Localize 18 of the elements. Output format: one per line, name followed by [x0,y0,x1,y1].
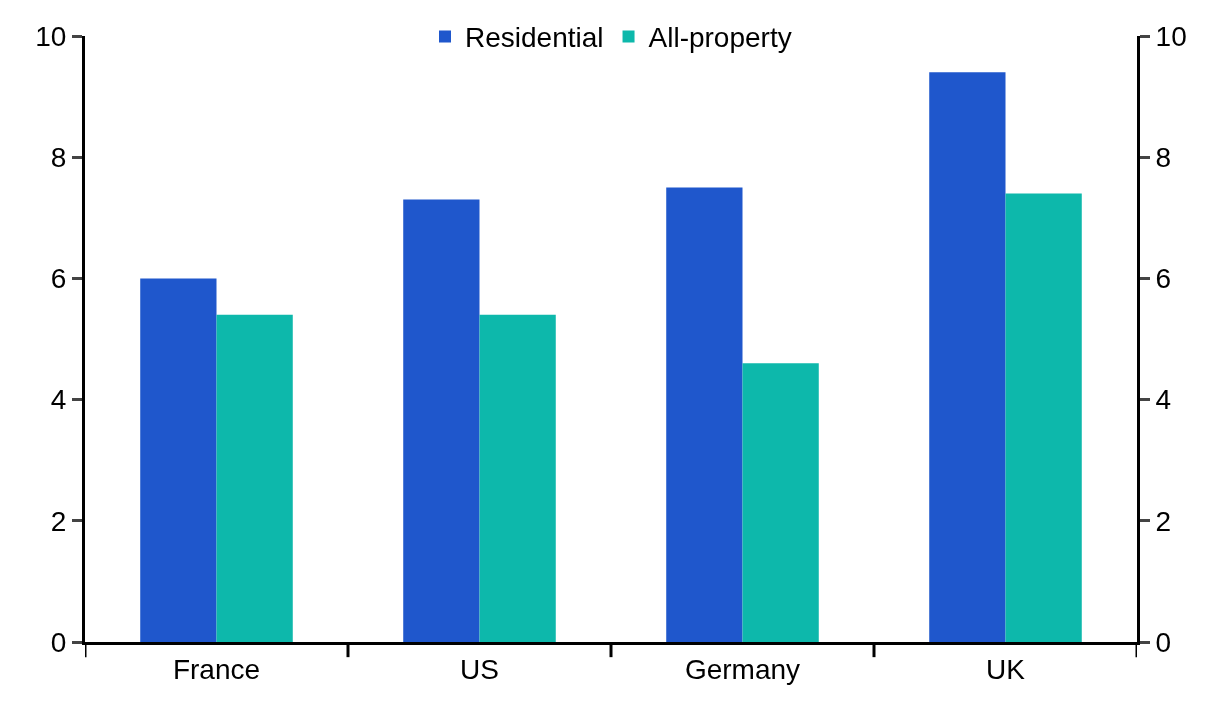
y-tick-label: 4 [50,384,67,416]
y-tick-label: 0 [50,626,67,658]
y2-tick-label: 4 [1155,384,1172,416]
legend-label: All-property [648,22,792,54]
y-tick-label: 10 [35,20,67,52]
y2-tick-label: 10 [1155,20,1187,52]
y2-tick-label: 6 [1155,263,1172,295]
y-tick-label: 2 [50,505,67,537]
x-tick-label: France [172,653,261,685]
x-tick-label: US [460,653,499,685]
y2-tick-label: 8 [1155,142,1172,173]
x-tick-label: Germany [684,653,801,685]
y2-tick-label: 0 [1155,626,1172,658]
x-tick-label: UK [986,653,1026,685]
y-tick-label: 6 [50,263,67,295]
y-tick-label: 8 [50,142,67,173]
legend-label: Residential [465,22,604,54]
y2-tick-label: 2 [1155,505,1172,537]
